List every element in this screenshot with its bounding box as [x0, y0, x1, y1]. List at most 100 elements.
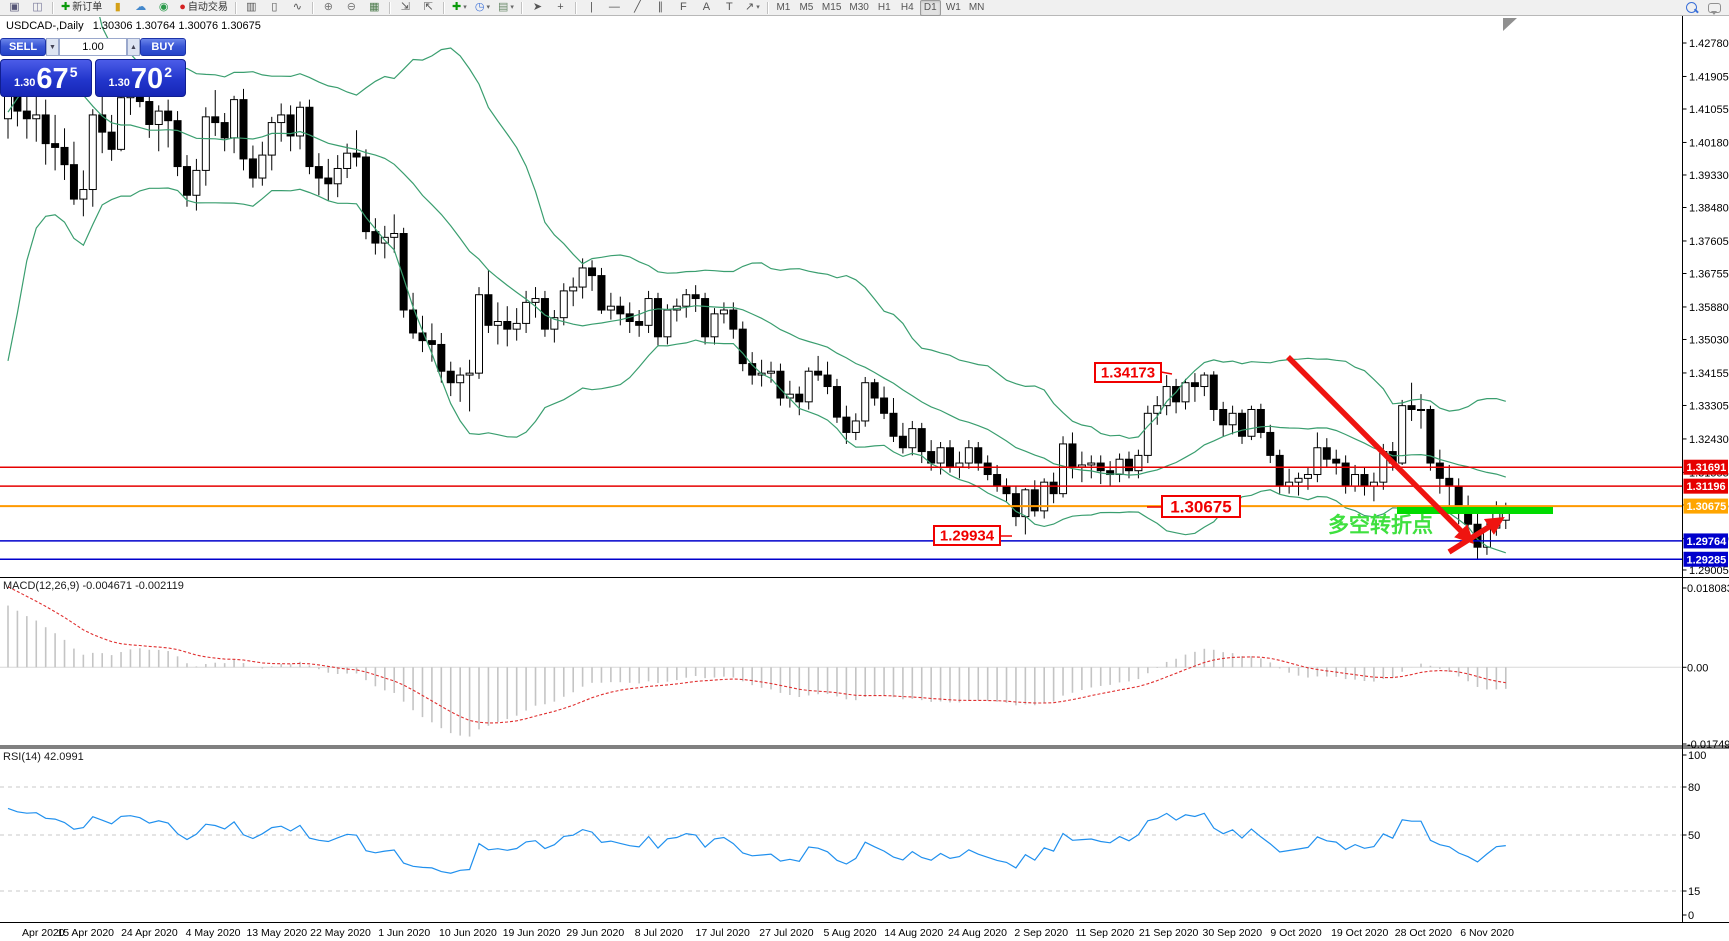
timeframe-M15[interactable]: M15 [821, 1, 842, 13]
y-axis-tick: 1.41055 [1689, 104, 1729, 116]
arrows-tool[interactable]: ↗ ▾ [745, 1, 760, 13]
price-callout-1.29934[interactable]: 1.29934 [933, 525, 1012, 546]
bar-chart-icon[interactable]: ▥ [246, 1, 257, 13]
price-callout-1.30675[interactable]: 1.30675 [1147, 495, 1241, 518]
symbol-info-line: USDCAD-,Daily 1.30306 1.30764 1.30076 1.… [6, 20, 261, 32]
volume-input[interactable]: 1.00 [59, 38, 127, 56]
text-tool[interactable]: A [702, 1, 711, 13]
market-icon[interactable]: ▮ [114, 1, 121, 13]
x-axis-date: 11 Sep 2020 [1076, 927, 1135, 939]
fibonacci-tool[interactable]: F [680, 1, 687, 13]
svg-text:1.31196: 1.31196 [1687, 481, 1726, 493]
volume-up-button[interactable]: ▲ [127, 38, 140, 56]
timeframe-H1[interactable]: H1 [877, 1, 891, 13]
x-axis-date: 6 Nov 2020 [1460, 927, 1514, 939]
new-order-plus-icon: ✚ [61, 1, 71, 13]
sell-price-sup: 5 [69, 64, 78, 80]
chart-window-icon[interactable]: ▣ [9, 1, 20, 13]
macd-axis-tick: 0.018083 [1687, 583, 1729, 595]
x-axis-date: 8 Jul 2020 [635, 927, 684, 939]
separator [766, 1, 769, 14]
axis-badge-1.30675 [1683, 498, 1728, 514]
zoom-out-icon[interactable]: ⊖ [346, 1, 356, 13]
sell-price-box[interactable]: 1.30 67 5 [0, 59, 92, 97]
buy-price-sup: 2 [164, 64, 172, 80]
x-axis-date: 22 May 2020 [310, 927, 371, 939]
new-order-label: 新订单 [72, 1, 103, 13]
x-axis-date: 15 Apr 2020 [57, 927, 114, 939]
buy-price-big: 70 [130, 63, 164, 95]
volume-down-button[interactable]: ▼ [46, 38, 59, 56]
y-axis-tick: 1.38480 [1689, 202, 1729, 214]
x-axis-date: 27 Jul 2020 [759, 927, 813, 939]
signal-icon[interactable]: ◉ [158, 1, 169, 13]
search-icon[interactable] [1681, 0, 1702, 16]
x-axis-date: 17 Jul 2020 [696, 927, 750, 939]
indicator-sub-icon[interactable]: ⇱ [423, 1, 433, 13]
line-chart-icon[interactable]: ∿ [292, 1, 302, 13]
zoom-in-icon[interactable]: ⊕ [323, 1, 333, 13]
channel-tool[interactable]: ∥ [657, 1, 664, 13]
timeframe-MN[interactable]: MN [968, 1, 985, 13]
rsi-axis-tick: 0 [1688, 910, 1694, 922]
x-axis-date: 2 Sep 2020 [1014, 927, 1068, 939]
trend-arrow-down[interactable] [1286, 355, 1474, 544]
buy-button[interactable]: BUY [140, 38, 186, 56]
x-axis-date: 29 Jun 2020 [566, 927, 624, 939]
green-support-bar[interactable] [1397, 507, 1553, 514]
period-button[interactable]: ◷ ▾ [474, 1, 490, 13]
separator [234, 1, 237, 14]
timeframe-M30[interactable]: M30 [849, 1, 869, 13]
rsi-axis-tick: 50 [1688, 830, 1700, 842]
x-axis-date: Apr 2020 [22, 927, 65, 939]
rsi-line [0, 786, 1682, 892]
candle-chart-icon[interactable]: ▯ [271, 1, 278, 13]
cursor-tool[interactable]: ➤ [532, 1, 543, 13]
new-order-button[interactable]: ✚ 新订单 [58, 0, 105, 16]
x-axis-date: 28 Oct 2020 [1395, 927, 1452, 939]
x-axis-date: 1 Jun 2020 [378, 927, 430, 939]
symbol-ohlc: 1.30306 1.30764 1.30076 1.30675 [92, 20, 261, 32]
trendline-tool[interactable]: ╱ [634, 1, 641, 13]
macd-axis-tick: 0.00 [1687, 662, 1708, 674]
timeframe-D1[interactable]: D1 [919, 0, 941, 16]
separator [52, 1, 54, 14]
separator [574, 1, 577, 14]
preview-icon[interactable]: ◫ [32, 1, 43, 13]
template-button[interactable]: ▤ ▾ [498, 1, 514, 13]
indicator-window-icon[interactable]: ⇲ [400, 1, 410, 13]
y-axis-tick: 1.41905 [1689, 71, 1729, 83]
autotrade-label: 自动交易 [187, 1, 228, 13]
chat-icon[interactable] [1704, 0, 1725, 16]
price-callout-1.34173[interactable]: 1.34173 [1094, 362, 1173, 383]
x-axis-date: 9 Oct 2020 [1270, 927, 1322, 939]
trend-arrow-up[interactable] [1447, 517, 1505, 555]
tile-windows-icon[interactable]: ▦ [369, 1, 380, 13]
svg-text:1.30675: 1.30675 [1170, 498, 1231, 517]
autotrade-button[interactable]: ● 自动交易 [176, 0, 231, 16]
axis-badge-1.31691 [1683, 459, 1728, 475]
y-axis-tick: 1.35880 [1689, 302, 1729, 314]
label-tool[interactable]: T [726, 1, 733, 13]
cloud-icon[interactable]: ☁ [135, 1, 147, 13]
timeframe-W1[interactable]: W1 [945, 1, 961, 13]
macd-signal-line [7, 586, 1506, 724]
vline-tool[interactable]: | [589, 1, 593, 13]
crosshair-tool[interactable]: + [557, 1, 564, 13]
y-axis-tick: 1.34155 [1689, 368, 1729, 380]
y-axis-tick: 1.36755 [1689, 268, 1729, 280]
axis-badge-1.31196 [1683, 478, 1728, 494]
x-axis-date: 21 Sep 2020 [1139, 927, 1199, 939]
timeframe-M1[interactable]: M1 [776, 1, 791, 13]
buy-price-base: 1.30 [108, 77, 130, 89]
axis-badge-1.29285 [1683, 551, 1728, 567]
sell-price-base: 1.30 [14, 77, 36, 89]
timeframe-H4[interactable]: H4 [900, 1, 914, 13]
annotation-text: 多空转折点 [1328, 513, 1433, 537]
hline-tool[interactable]: — [608, 1, 620, 13]
buy-price-box[interactable]: 1.30 70 2 [94, 59, 186, 97]
timeframe-M5[interactable]: M5 [799, 1, 814, 13]
sell-button[interactable]: SELL [0, 38, 46, 56]
add-indicator-button[interactable]: ✚ ▾ [452, 1, 467, 13]
